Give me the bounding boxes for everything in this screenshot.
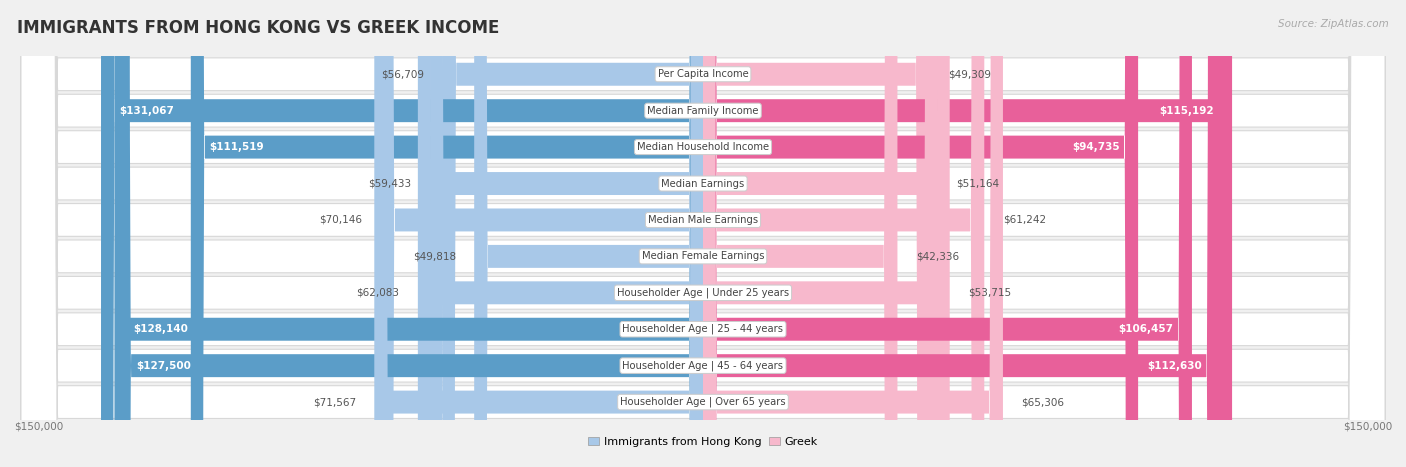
Text: $94,735: $94,735 <box>1073 142 1119 152</box>
FancyBboxPatch shape <box>381 0 703 467</box>
Text: Median Family Income: Median Family Income <box>647 106 759 116</box>
FancyBboxPatch shape <box>703 0 984 467</box>
FancyBboxPatch shape <box>443 0 703 467</box>
FancyBboxPatch shape <box>101 0 703 467</box>
Text: Source: ZipAtlas.com: Source: ZipAtlas.com <box>1278 19 1389 28</box>
Text: Median Male Earnings: Median Male Earnings <box>648 215 758 225</box>
FancyBboxPatch shape <box>21 0 1385 467</box>
Text: Median Household Income: Median Household Income <box>637 142 769 152</box>
FancyBboxPatch shape <box>474 0 703 467</box>
Text: Householder Age | Under 25 years: Householder Age | Under 25 years <box>617 288 789 298</box>
Text: $111,519: $111,519 <box>209 142 264 152</box>
Text: $150,000: $150,000 <box>14 421 63 431</box>
Text: $49,818: $49,818 <box>413 251 456 262</box>
FancyBboxPatch shape <box>703 0 1137 467</box>
Text: $42,336: $42,336 <box>915 251 959 262</box>
Text: Median Earnings: Median Earnings <box>661 178 745 189</box>
Text: $56,709: $56,709 <box>381 69 425 79</box>
Text: Householder Age | 45 - 64 years: Householder Age | 45 - 64 years <box>623 361 783 371</box>
FancyBboxPatch shape <box>117 0 703 467</box>
Text: Householder Age | 25 - 44 years: Householder Age | 25 - 44 years <box>623 324 783 334</box>
Text: $65,306: $65,306 <box>1021 397 1064 407</box>
Text: $128,140: $128,140 <box>132 324 188 334</box>
FancyBboxPatch shape <box>21 0 1385 467</box>
Text: $53,715: $53,715 <box>969 288 1011 298</box>
FancyBboxPatch shape <box>21 0 1385 467</box>
Text: $49,309: $49,309 <box>948 69 991 79</box>
Text: Householder Age | Over 65 years: Householder Age | Over 65 years <box>620 397 786 407</box>
FancyBboxPatch shape <box>21 0 1385 467</box>
FancyBboxPatch shape <box>703 0 1220 467</box>
Text: $115,192: $115,192 <box>1159 106 1213 116</box>
Text: $51,164: $51,164 <box>956 178 1000 189</box>
Text: $127,500: $127,500 <box>136 361 191 371</box>
FancyBboxPatch shape <box>430 0 703 467</box>
FancyBboxPatch shape <box>703 0 1002 467</box>
Text: $62,083: $62,083 <box>357 288 399 298</box>
Text: $59,433: $59,433 <box>368 178 412 189</box>
Text: $150,000: $150,000 <box>1343 421 1392 431</box>
FancyBboxPatch shape <box>703 0 938 467</box>
Text: $71,567: $71,567 <box>312 397 356 407</box>
FancyBboxPatch shape <box>21 0 1385 467</box>
FancyBboxPatch shape <box>21 0 1385 467</box>
Text: $112,630: $112,630 <box>1147 361 1202 371</box>
Text: $70,146: $70,146 <box>319 215 363 225</box>
Text: $106,457: $106,457 <box>1119 324 1174 334</box>
Text: $131,067: $131,067 <box>120 106 174 116</box>
Text: Median Female Earnings: Median Female Earnings <box>641 251 765 262</box>
Text: $61,242: $61,242 <box>1002 215 1046 225</box>
FancyBboxPatch shape <box>191 0 703 467</box>
FancyBboxPatch shape <box>703 0 949 467</box>
FancyBboxPatch shape <box>21 0 1385 467</box>
FancyBboxPatch shape <box>374 0 703 467</box>
FancyBboxPatch shape <box>418 0 703 467</box>
FancyBboxPatch shape <box>703 0 929 467</box>
FancyBboxPatch shape <box>21 0 1385 467</box>
Legend: Immigrants from Hong Kong, Greek: Immigrants from Hong Kong, Greek <box>583 432 823 451</box>
FancyBboxPatch shape <box>21 0 1385 467</box>
FancyBboxPatch shape <box>21 0 1385 467</box>
FancyBboxPatch shape <box>114 0 703 467</box>
FancyBboxPatch shape <box>703 0 897 467</box>
Text: IMMIGRANTS FROM HONG KONG VS GREEK INCOME: IMMIGRANTS FROM HONG KONG VS GREEK INCOM… <box>17 19 499 37</box>
FancyBboxPatch shape <box>703 0 1232 467</box>
FancyBboxPatch shape <box>703 0 1192 467</box>
Text: Per Capita Income: Per Capita Income <box>658 69 748 79</box>
